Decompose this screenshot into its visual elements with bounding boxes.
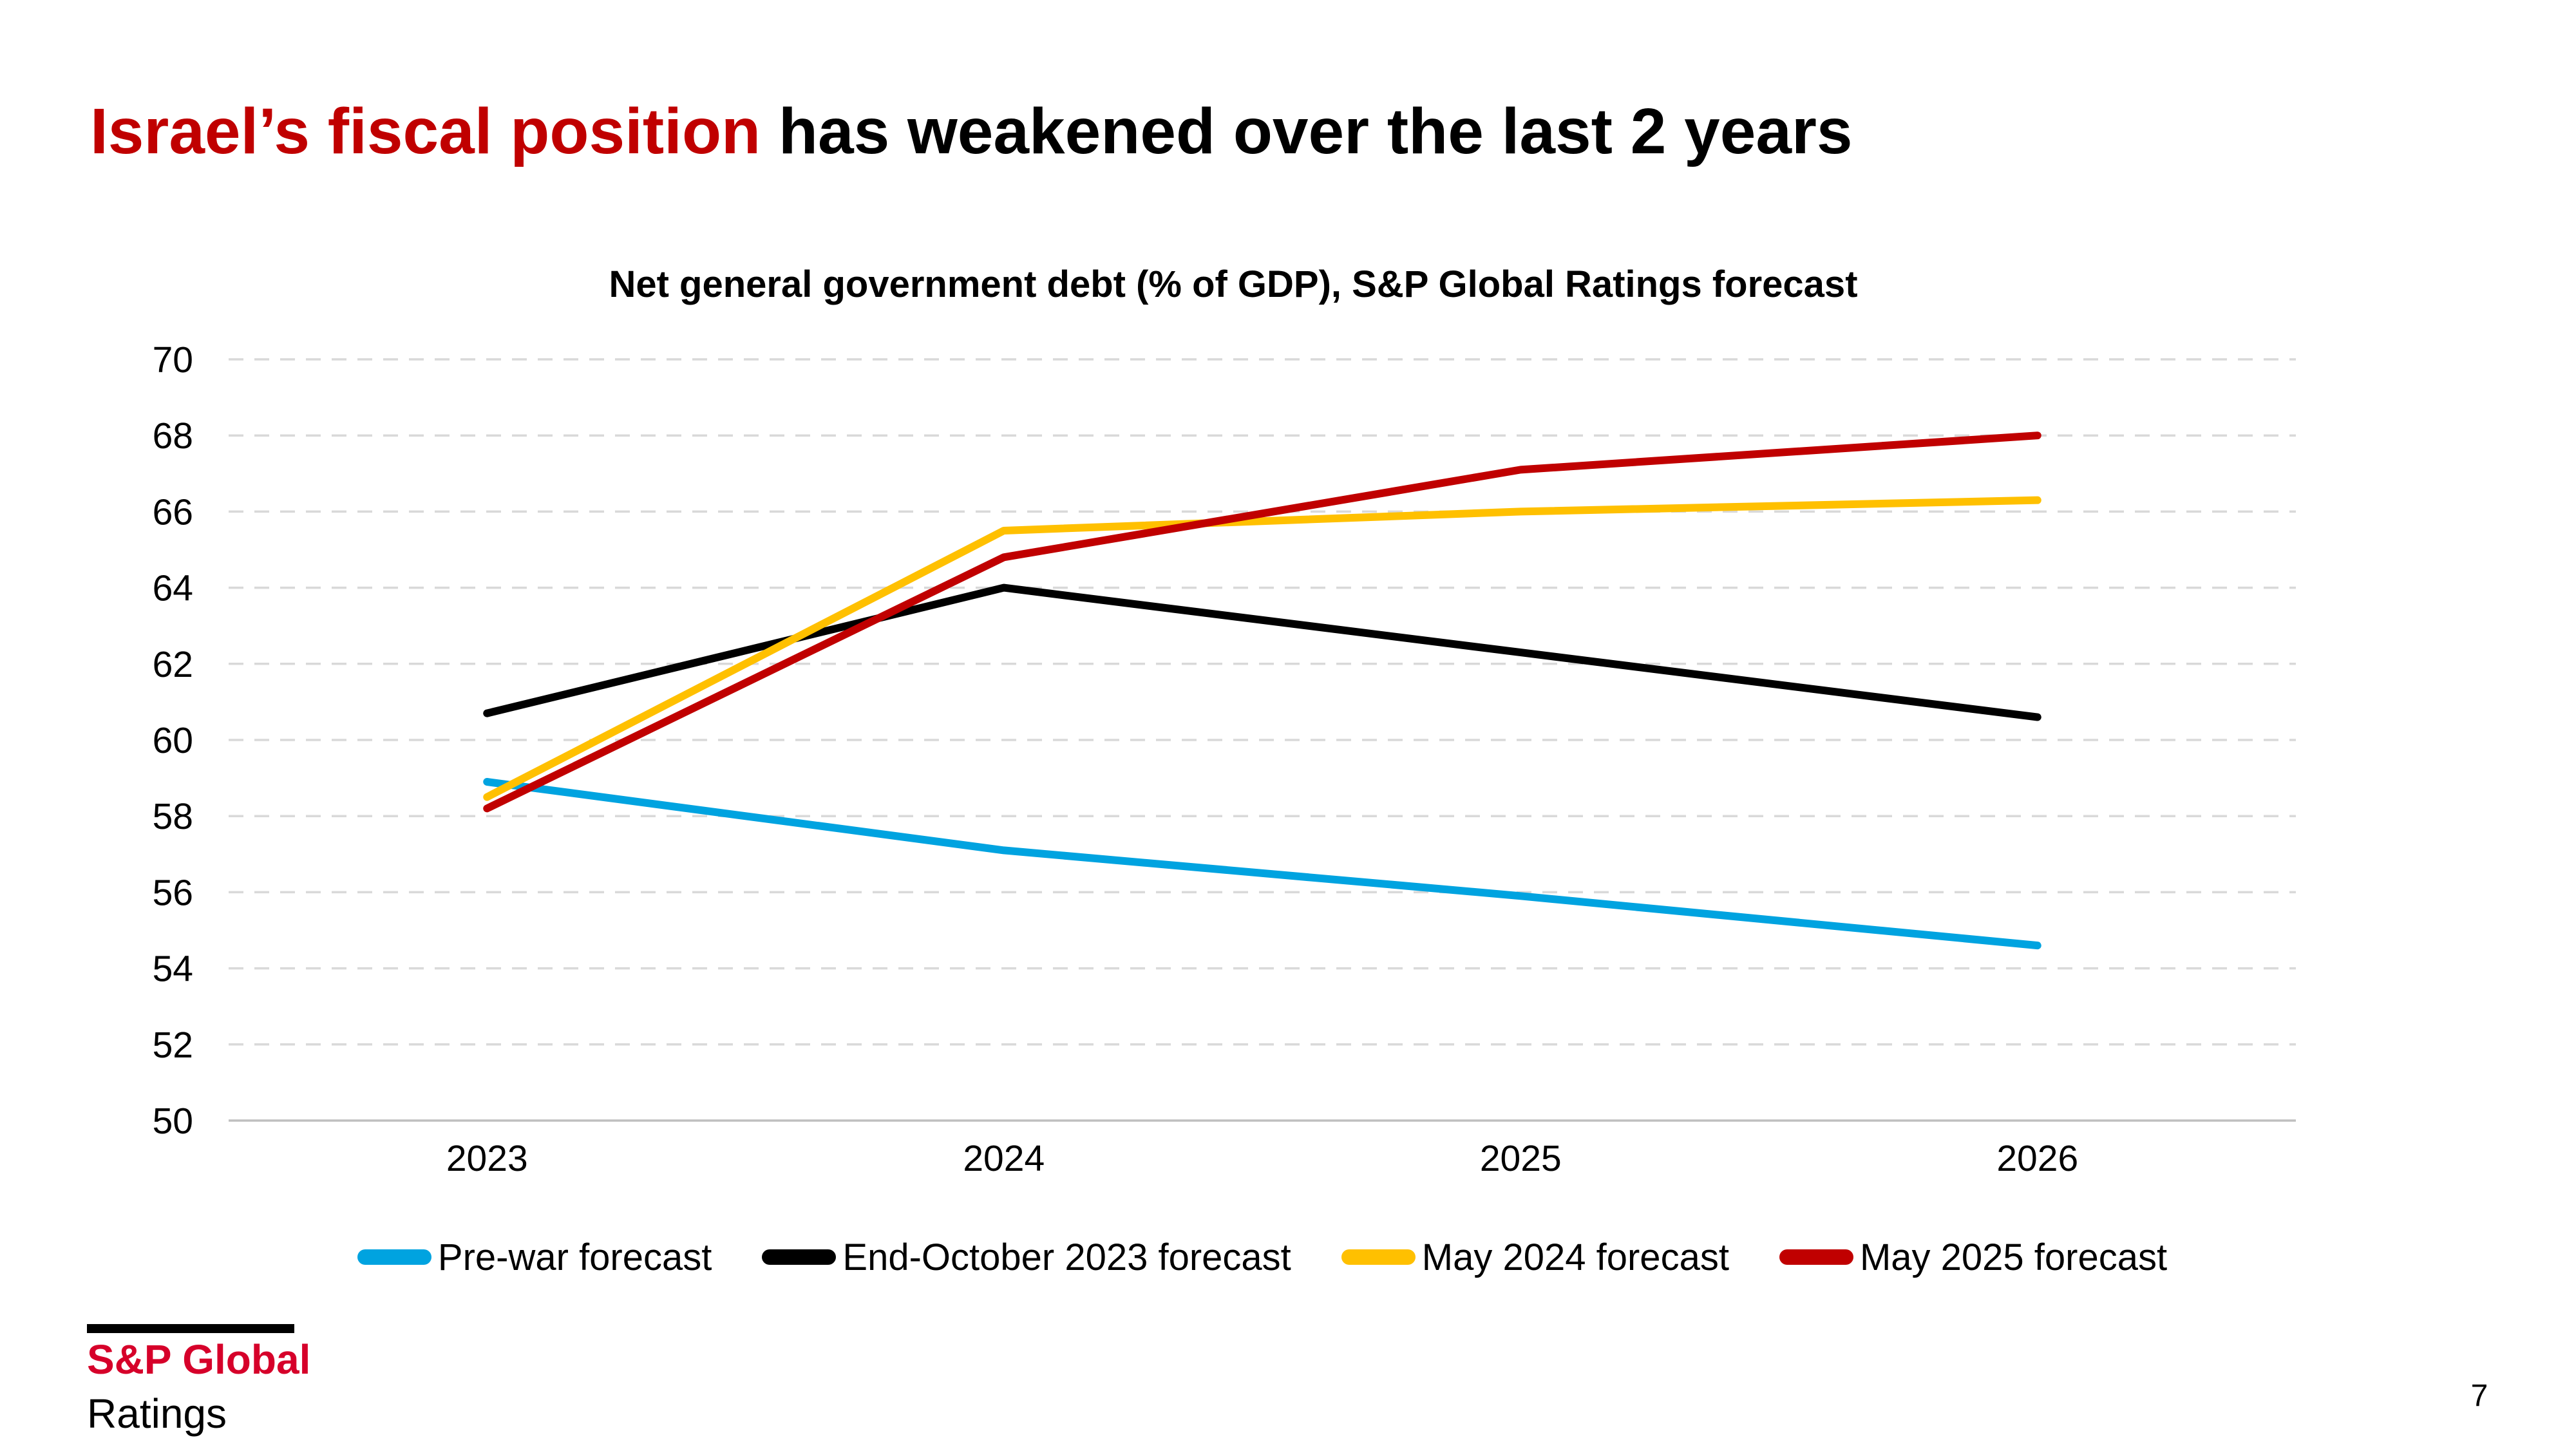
slide-title: Israel’s fiscal position has weakened ov…: [90, 95, 2473, 167]
logo-text-sp-global: S&P Global: [87, 1336, 311, 1383]
legend-item: Pre-war forecast: [357, 1236, 712, 1279]
legend-label: May 2025 forecast: [1859, 1236, 2168, 1278]
y-tick-label: 62: [153, 644, 193, 685]
legend-item: End-October 2023 forecast: [762, 1236, 1291, 1279]
legend-item: May 2024 forecast: [1341, 1236, 1729, 1279]
y-tick-label: 50: [153, 1101, 193, 1142]
slide-title-rest: has weakened over the last 2 years: [761, 95, 1853, 167]
x-tick-label: 2024: [963, 1138, 1045, 1179]
legend-label: End-October 2023 forecast: [842, 1236, 1291, 1278]
y-tick-label: 64: [153, 568, 193, 609]
legend-label: May 2024 forecast: [1421, 1236, 1729, 1278]
legend-item: May 2025 forecast: [1779, 1236, 2167, 1279]
page-number: 7: [2470, 1379, 2488, 1413]
legend-label: Pre-war forecast: [437, 1236, 712, 1278]
y-tick-label: 70: [153, 339, 193, 381]
y-tick-label: 60: [153, 720, 193, 761]
chart-legend: Pre-war forecast End-October 2023 forecas…: [229, 1231, 2296, 1283]
x-tick-label: 2023: [446, 1138, 528, 1179]
y-tick-label: 54: [153, 949, 193, 990]
y-tick-label: 58: [153, 796, 193, 837]
series-line-may-2024-forecast: [483, 496, 2041, 801]
legend-swatch: [357, 1249, 431, 1265]
series-line-end-october-2023-forecast: [483, 583, 2041, 721]
legend-swatch: [762, 1249, 837, 1265]
logo-bar: [87, 1324, 294, 1333]
chart-title: Net general government debt (% of GDP), …: [609, 263, 1858, 305]
legend-swatch: [1779, 1249, 1853, 1265]
series-line-pre-war-forecast: [483, 778, 2041, 950]
x-tick-label: 2025: [1480, 1138, 1562, 1179]
slide-title-highlight: Israel’s fiscal position: [90, 95, 761, 167]
y-tick-label: 52: [153, 1025, 193, 1066]
y-tick-label: 66: [153, 491, 193, 533]
logo-text-ratings: Ratings: [87, 1390, 227, 1437]
x-tick-label: 2026: [1996, 1138, 2078, 1179]
legend-swatch: [1341, 1249, 1416, 1265]
y-tick-label: 56: [153, 872, 193, 913]
y-tick-label: 68: [153, 415, 193, 457]
series-line-may-2025-forecast: [483, 431, 2041, 813]
